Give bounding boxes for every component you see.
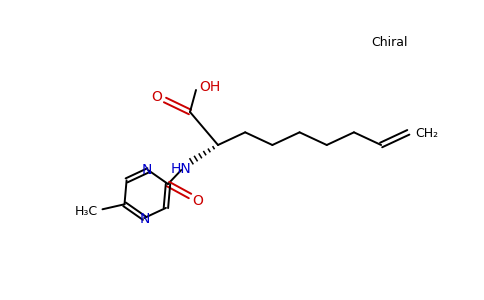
Text: O: O xyxy=(151,90,163,104)
Text: CH₂: CH₂ xyxy=(415,127,438,140)
Text: OH: OH xyxy=(199,80,221,94)
Text: N: N xyxy=(141,163,151,177)
Text: Chiral: Chiral xyxy=(372,35,408,49)
Text: N: N xyxy=(140,212,151,226)
Text: O: O xyxy=(193,194,203,208)
Text: HN: HN xyxy=(171,162,191,176)
Text: H₃C: H₃C xyxy=(75,205,98,218)
